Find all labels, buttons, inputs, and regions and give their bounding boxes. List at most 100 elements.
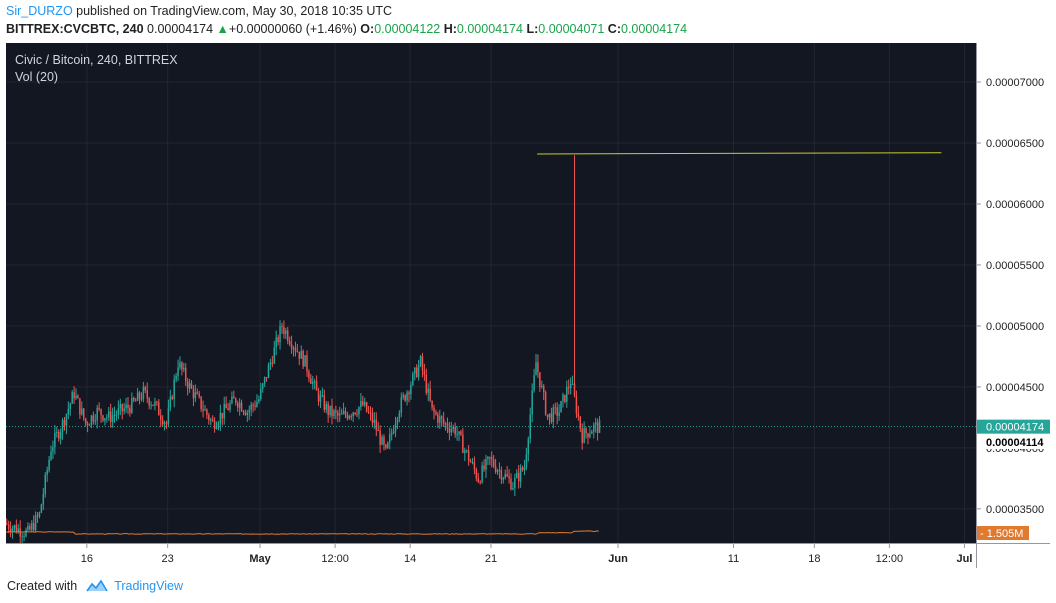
price-chart[interactable]: 0.00007000 0.00006500 0.00006000 0.00005500… [5,43,1050,568]
candle-body [333,410,335,417]
candle-body [473,462,476,470]
candle-body [573,383,576,396]
candle-body [221,412,224,419]
time-axis[interactable]: 16 23 May 12:00 14 21 Jun 11 18 12:00 Jul [6,543,1050,568]
candle-body [456,434,458,436]
candle-body [323,395,326,410]
author-link[interactable]: Sir_DURZO [6,4,73,18]
candle-body [388,434,391,443]
candle-body [113,414,116,416]
candle-body [231,396,233,404]
candle-body [82,408,85,419]
candle-body [448,428,451,433]
candle-body [236,402,239,408]
volume-series [5,530,599,535]
candle-body [483,465,485,470]
candle-body [452,426,455,429]
candle-body [598,420,601,433]
candle-body [29,526,31,530]
candle-body [404,395,406,401]
candle-body [233,396,235,399]
candle-body [50,451,52,460]
candle-body [546,414,549,418]
candle-body [96,407,98,421]
candle-body [516,472,518,478]
candle-body [454,426,456,435]
price-axis[interactable]: 0.00007000 0.00006500 0.00006000 0.00005500… [976,43,1050,568]
candle-body [117,408,120,415]
candle-body [258,399,260,402]
candle-body [192,388,195,399]
candle-body [408,392,410,395]
candle-body [381,436,383,445]
candle-body [548,413,551,418]
candle-body [544,392,547,415]
candle-body [433,407,435,413]
time-tick-label: May [249,553,271,565]
candle-body [527,438,530,455]
candle-body [406,392,408,401]
candle-body [494,466,497,473]
candle-body [69,403,72,409]
candle-body [90,415,93,425]
candle-body [321,395,324,397]
candle-body [385,444,387,448]
candle-body [421,356,424,371]
low-value: 0.00004071 [538,22,605,36]
candle-body [190,383,193,389]
candle-body [304,355,306,367]
symbol-label: BITTREX:CVCBTC, 240 [6,22,144,36]
time-tick-label: 12:00 [876,553,904,565]
candle-body [31,523,33,530]
volume-line [5,530,599,535]
candle-body [306,355,308,372]
candle-body [414,367,416,374]
candle-body [240,402,243,412]
candle-body [387,442,389,448]
tradingview-logo-icon [86,579,108,593]
candle-body [585,428,587,434]
tradingview-link[interactable]: TradingView [114,579,183,593]
candle-body [496,470,499,473]
candle-body [165,422,168,424]
crosshair-price-tag-label: 0.00004114 [986,437,1044,449]
candle-body [94,420,97,422]
candle-body [208,414,210,421]
candle-body [154,401,156,406]
candle-body [577,413,580,417]
candle-body [286,330,289,342]
candle-body [383,436,385,445]
candle-body [23,536,25,538]
candle-body [256,401,258,407]
candle-body [277,337,279,343]
candle-body [238,402,241,408]
crosshair-price-tag [977,434,1050,449]
candle-body [552,407,555,422]
candle-body [171,396,174,400]
chart-container[interactable]: 0.00007000 0.00006500 0.00006000 0.00005500… [5,43,1050,568]
candle-body [177,367,179,376]
candle-body [48,459,50,471]
candle-body [354,412,356,414]
candle-body [121,404,123,412]
candle-body [475,469,478,479]
candle-body [471,462,474,464]
candle-body [571,383,574,385]
candle-body [542,385,545,393]
candle-body [146,390,148,399]
candle-body [40,504,43,513]
candle-body [337,412,339,416]
candle-body [342,411,345,414]
candle-body [556,407,558,416]
candle-body [302,351,304,367]
candle-body [319,395,322,402]
candle-body [106,417,108,419]
candle-body [194,392,197,399]
candle-body [446,423,449,429]
candle-body [6,523,8,525]
candle-body [223,404,225,419]
candle-body [261,383,264,389]
candle-body [587,433,589,438]
candle-body [317,390,320,402]
grid-lines [6,43,976,543]
